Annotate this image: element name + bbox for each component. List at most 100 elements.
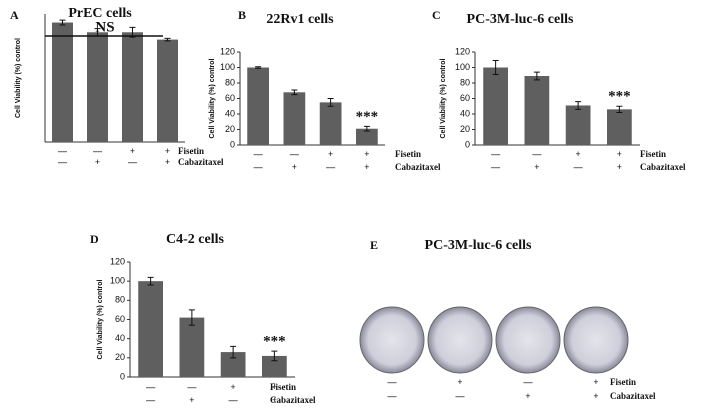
treatment-mark: + xyxy=(189,395,194,405)
panel-title: PC-3M-luc-6 cells xyxy=(467,12,574,27)
error-bar xyxy=(164,37,171,42)
panel-letter: E xyxy=(370,238,378,252)
error-bar xyxy=(255,66,262,69)
bar xyxy=(283,92,306,145)
treatment-name: Cabazitaxel xyxy=(270,395,316,405)
y-tick-label: 80 xyxy=(225,77,235,87)
bar xyxy=(87,32,108,142)
bar xyxy=(607,109,632,145)
treatment-mark: + xyxy=(525,391,530,401)
treatment-mark: — xyxy=(455,391,466,401)
treatment-mark: + xyxy=(457,377,462,387)
treatment-mark: + xyxy=(272,382,277,392)
y-tick-label: 120 xyxy=(455,46,470,56)
treatment-mark: + xyxy=(576,149,581,159)
treatment-mark: — xyxy=(573,162,584,172)
well-image xyxy=(495,306,561,374)
y-tick-label: 40 xyxy=(460,108,470,118)
y-tick-label: 0 xyxy=(230,139,235,149)
y-tick-label: 60 xyxy=(115,314,125,324)
treatment-name: Cabazitaxel xyxy=(395,162,441,172)
error-bar xyxy=(188,309,195,326)
treatment-name: Cabazitaxel xyxy=(178,157,224,167)
annotation: NS xyxy=(95,19,114,35)
treatment-mark: — xyxy=(289,149,300,159)
bar xyxy=(565,105,591,145)
treatment-mark: — xyxy=(531,149,542,159)
bar xyxy=(524,76,550,145)
y-tick-label: 100 xyxy=(455,62,470,72)
treatment-mark: — xyxy=(253,149,264,159)
treatment-mark: + xyxy=(165,157,170,167)
bar xyxy=(138,281,163,377)
panel-title: C4-2 cells xyxy=(166,232,224,247)
treatment-mark: + xyxy=(328,149,333,159)
y-tick-label: 80 xyxy=(460,77,470,87)
treatment-mark: + xyxy=(364,149,369,159)
y-tick-label: 60 xyxy=(225,93,235,103)
y-tick-label: 120 xyxy=(110,256,125,266)
well-image xyxy=(563,306,629,374)
treatment-mark: + xyxy=(617,162,622,172)
treatment-mark: + xyxy=(593,391,598,401)
treatment-mark: — xyxy=(490,149,501,159)
treatment-mark: + xyxy=(292,162,297,172)
treatment-mark: — xyxy=(92,146,103,156)
error-bar xyxy=(230,345,237,359)
y-tick-label: 80 xyxy=(115,295,125,305)
treatment-name: Fisetin xyxy=(270,382,296,392)
error-bar xyxy=(59,19,66,26)
treatment-mark: + xyxy=(231,382,236,392)
treatment-mark: + xyxy=(364,162,369,172)
treatment-mark: — xyxy=(523,377,534,387)
annotation: *** xyxy=(608,89,631,105)
y-tick-label: 0 xyxy=(465,139,470,149)
treatment-mark: — xyxy=(145,382,156,392)
treatment-name: Fisetin xyxy=(178,146,204,156)
treatment-mark: + xyxy=(272,395,277,405)
error-bar xyxy=(575,101,582,110)
treatment-name: Fisetin xyxy=(610,377,636,387)
treatment-mark: + xyxy=(534,162,539,172)
error-bar xyxy=(291,89,298,96)
error-bar xyxy=(533,71,540,81)
panel-title: PC-3M-luc-6 cells xyxy=(425,238,532,253)
y-tick-label: 20 xyxy=(115,352,125,362)
bar xyxy=(157,39,178,142)
treatment-name: Fisetin xyxy=(395,149,421,159)
y-axis-label: Cell Viability (%) control xyxy=(440,58,447,138)
error-bar xyxy=(492,60,499,75)
treatment-name: Cabazitaxel xyxy=(640,162,686,172)
bar xyxy=(483,67,508,145)
y-tick-label: 20 xyxy=(225,124,235,134)
treatment-mark: + xyxy=(593,377,598,387)
error-bar xyxy=(327,98,334,107)
bar xyxy=(179,317,205,377)
error-bar xyxy=(363,125,370,132)
panel-title: PrEC cells xyxy=(68,6,132,21)
treatment-mark: — xyxy=(228,395,239,405)
panel-letter: C xyxy=(432,8,441,22)
treatment-mark: — xyxy=(57,157,68,167)
bar xyxy=(122,32,143,142)
treatment-mark: + xyxy=(95,157,100,167)
y-tick-label: 40 xyxy=(115,333,125,343)
treatment-name: Cabazitaxel xyxy=(610,391,656,401)
treatment-mark: — xyxy=(490,162,501,172)
bar xyxy=(356,128,378,145)
y-tick-label: 120 xyxy=(220,46,235,56)
error-bar xyxy=(616,105,623,113)
bar xyxy=(247,67,269,145)
panel-title: 22Rv1 cells xyxy=(266,12,334,27)
error-bar xyxy=(271,350,278,362)
well-image xyxy=(427,306,493,374)
y-tick-label: 60 xyxy=(460,93,470,103)
y-tick-label: 100 xyxy=(110,276,125,286)
treatment-mark: — xyxy=(186,382,197,392)
y-tick-label: 40 xyxy=(225,108,235,118)
y-tick-label: 20 xyxy=(460,124,470,134)
treatment-mark: + xyxy=(130,146,135,156)
treatment-mark: — xyxy=(57,146,68,156)
bar xyxy=(262,355,287,377)
bar xyxy=(319,102,342,145)
